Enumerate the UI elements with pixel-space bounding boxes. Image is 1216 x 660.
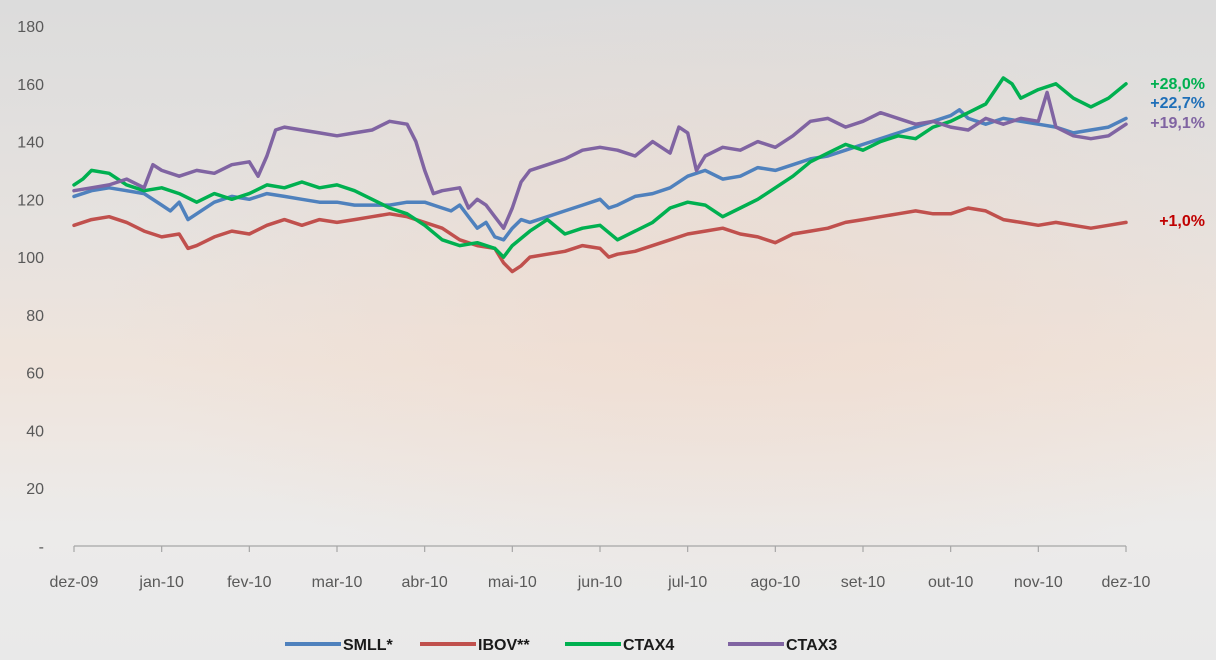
y-tick-label: 160 <box>17 77 44 94</box>
x-tick-label: mai-10 <box>488 574 537 591</box>
y-tick-label: 20 <box>26 481 44 498</box>
x-tick-label: jul-10 <box>667 574 707 591</box>
end-label-ctax3: +19,1% <box>1150 115 1205 132</box>
y-axis: - 20 40 60 80 100 120 140 160 180 <box>17 19 44 556</box>
y-tick-label: 40 <box>26 423 44 440</box>
series-line-ibov <box>72 206 1128 274</box>
x-tick-label: set-10 <box>841 574 886 591</box>
legend-label: CTAX4 <box>623 637 674 654</box>
legend-label: IBOV** <box>478 637 530 654</box>
end-label-ibov: +1,0% <box>1159 213 1205 230</box>
y-tick-label: 60 <box>26 366 44 383</box>
x-tick-label: dez-10 <box>1102 574 1151 591</box>
series-line-ctax3 <box>72 90 1128 230</box>
x-tick-label: out-10 <box>928 574 973 591</box>
end-label-ctax4: +28,0% <box>1150 76 1205 93</box>
legend-label: CTAX3 <box>786 637 837 654</box>
end-label-smll: +22,7% <box>1150 95 1205 112</box>
x-tick-label: fev-10 <box>227 574 272 591</box>
y-tick-label: 100 <box>17 250 44 267</box>
legend-label: SMLL* <box>343 637 394 654</box>
y-tick-label: 80 <box>26 308 44 325</box>
y-tick-label: 140 <box>17 135 44 152</box>
x-tick-label: jan-10 <box>138 574 184 591</box>
series-lines <box>72 76 1128 274</box>
x-tick-label: dez-09 <box>50 574 99 591</box>
end-labels: +22,7% +1,0% +28,0% +19,1% <box>1150 76 1205 230</box>
y-tick-label: - <box>39 539 44 556</box>
y-tick-label: 120 <box>17 192 44 209</box>
series-line-ctax4 <box>72 76 1128 259</box>
x-tick-label: mar-10 <box>312 574 363 591</box>
x-tick-label: abr-10 <box>402 574 448 591</box>
x-tick-label: nov-10 <box>1014 574 1063 591</box>
legend: SMLL* IBOV** CTAX4 CTAX3 <box>285 637 837 654</box>
x-tick-label: jun-10 <box>577 574 623 591</box>
x-axis: dez-09 jan-10 fev-10 mar-10 abr-10 mai-10 jun-… <box>50 545 1151 591</box>
x-tick-label: ago-10 <box>750 574 800 591</box>
y-tick-label: 180 <box>17 19 44 36</box>
